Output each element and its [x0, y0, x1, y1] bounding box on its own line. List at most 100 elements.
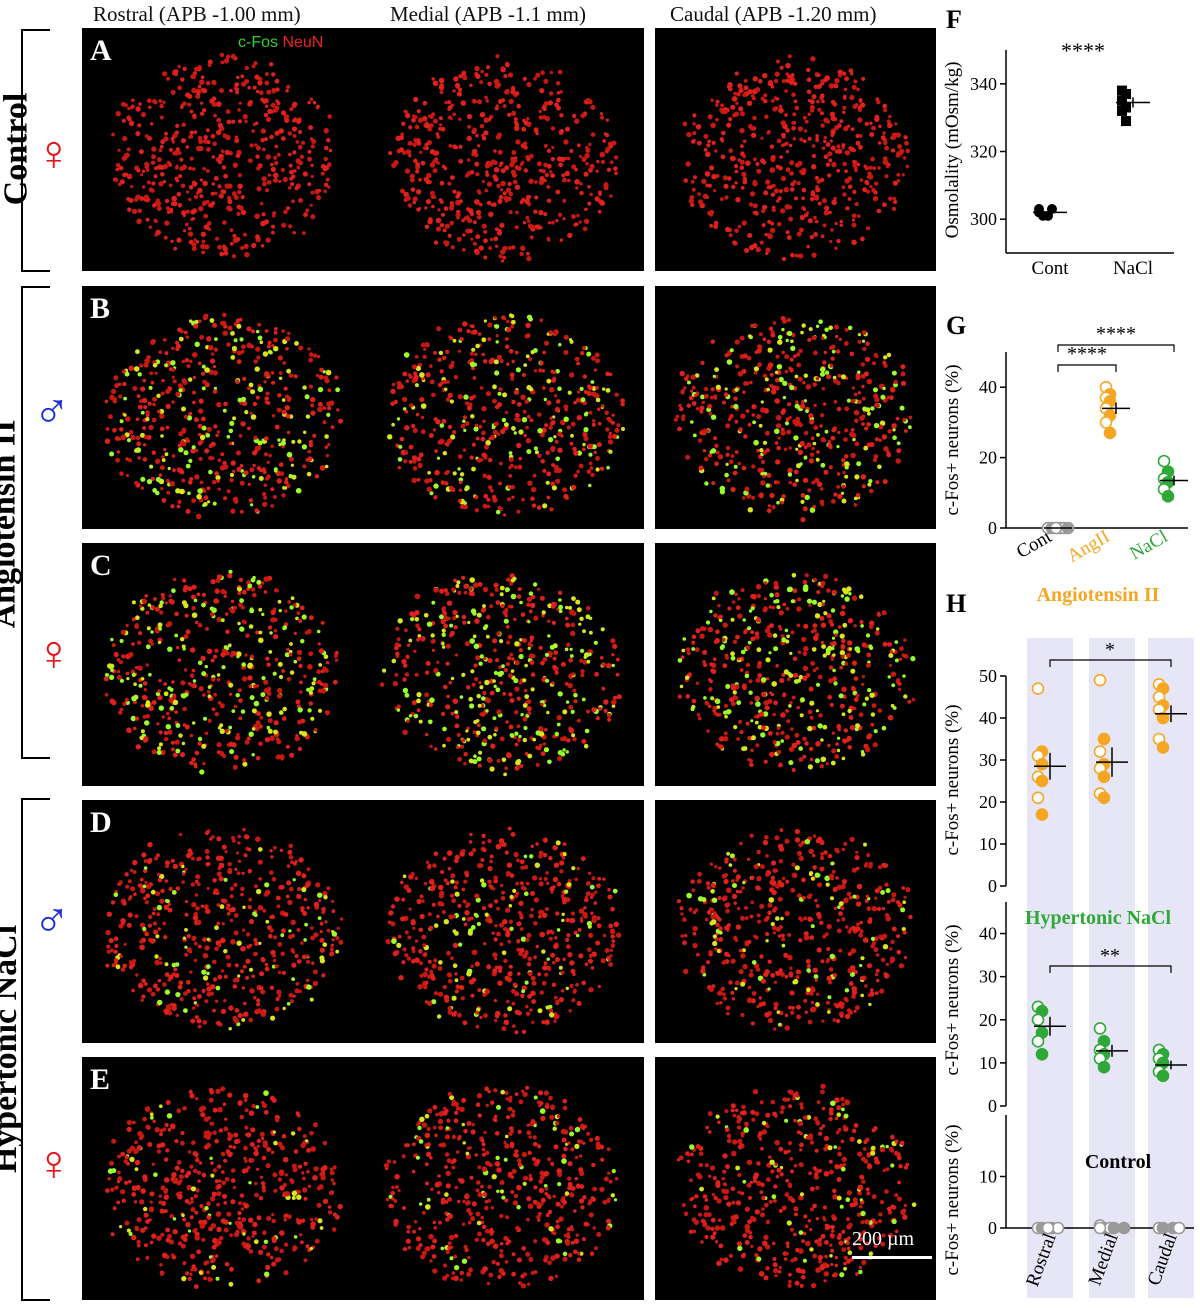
- neun-cell: [216, 678, 221, 682]
- cfos-positive-cell: [236, 651, 242, 657]
- neun-cell: [296, 611, 301, 615]
- neun-cell: [499, 161, 504, 165]
- neun-cell: [862, 187, 867, 193]
- neun-cell: [703, 456, 709, 462]
- neun-cell: [770, 332, 776, 338]
- neun-cell: [778, 104, 783, 109]
- neun-cell: [208, 455, 213, 461]
- neun-cell: [778, 763, 782, 768]
- neun-cell: [156, 206, 162, 211]
- cfos-positive-cell: [497, 391, 502, 396]
- neun-cell: [408, 374, 413, 379]
- neun-cell: [850, 399, 855, 404]
- neun-cell: [255, 836, 261, 842]
- neun-cell: [307, 347, 311, 351]
- neun-cell: [230, 53, 236, 60]
- neun-cell: [516, 509, 521, 514]
- cfos-positive-cell: [391, 422, 395, 427]
- cfos-positive-cell: [581, 697, 586, 702]
- neun-cell: [728, 148, 733, 153]
- neun-cell: [812, 382, 817, 387]
- cfos-positive-cell: [501, 757, 507, 763]
- cfos-positive-cell: [784, 421, 790, 426]
- neun-cell: [431, 204, 435, 209]
- cfos-positive-cell: [502, 392, 508, 398]
- cfos-positive-cell: [131, 600, 136, 605]
- neun-cell: [454, 145, 459, 150]
- neun-cell: [446, 380, 450, 384]
- neun-cell: [127, 207, 132, 212]
- neun-cell: [252, 463, 256, 468]
- cfos-positive-cell: [253, 700, 260, 707]
- neun-cell: [709, 662, 714, 667]
- neun-cell: [743, 434, 748, 439]
- neun-cell: [616, 423, 621, 428]
- neun-cell: [217, 701, 222, 705]
- neun-cell: [265, 72, 269, 76]
- neun-cell: [202, 693, 206, 697]
- neun-cell: [808, 413, 814, 419]
- neun-cell: [541, 427, 547, 433]
- neun-cell: [428, 433, 434, 438]
- neun-cell: [173, 967, 178, 972]
- neun-cell: [739, 127, 745, 134]
- neun-cell: [326, 401, 332, 407]
- neun-cell: [499, 681, 503, 685]
- neun-cell: [287, 849, 293, 855]
- neun-cell: [810, 436, 815, 441]
- neun-cell: [516, 724, 521, 728]
- cfos-positive-cell: [692, 433, 697, 438]
- cfos-positive-cell: [553, 435, 557, 439]
- neun-cell: [182, 66, 187, 72]
- neun-cell: [827, 694, 832, 700]
- neun-cell: [227, 867, 232, 872]
- neun-cell: [822, 438, 826, 443]
- neun-cell: [235, 318, 241, 323]
- neun-cell: [197, 408, 204, 414]
- cfos-positive-cell: [427, 471, 431, 475]
- cfos-positive-cell: [747, 626, 752, 631]
- neun-cell: [514, 412, 520, 418]
- cfos-positive-cell: [880, 394, 886, 400]
- neun-cell: [438, 126, 442, 131]
- cfos-positive-cell: [724, 714, 728, 719]
- neun-cell: [297, 959, 302, 964]
- neun-cell: [256, 684, 260, 688]
- neun-cell: [281, 329, 285, 333]
- neun-cell: [725, 423, 731, 429]
- neun-cell: [454, 653, 459, 657]
- neun-cell: [482, 690, 487, 696]
- neun-cell: [440, 619, 446, 625]
- neun-cell: [184, 724, 190, 730]
- cfos-positive-cell: [830, 608, 836, 613]
- cfos-positive-cell: [430, 633, 435, 638]
- neun-cell: [116, 669, 121, 674]
- neun-cell: [755, 246, 761, 253]
- cfos-positive-cell: [468, 696, 473, 702]
- neun-cell: [493, 422, 498, 427]
- neun-cell: [274, 130, 280, 136]
- neun-cell: [206, 221, 212, 226]
- cfos-positive-cell: [280, 933, 285, 938]
- neun-cell: [493, 149, 497, 153]
- neun-cell: [222, 312, 227, 318]
- neun-cell: [257, 859, 263, 865]
- neun-cell: [150, 605, 155, 610]
- cfos-positive-cell: [888, 653, 894, 658]
- neun-cell: [837, 430, 841, 435]
- neun-cell: [167, 716, 172, 721]
- neun-cell: [466, 405, 472, 411]
- neun-cell: [740, 111, 745, 117]
- neun-cell: [326, 886, 331, 891]
- neun-cell: [566, 738, 571, 743]
- cfos-positive-cell: [485, 440, 491, 446]
- neun-cell: [180, 105, 184, 110]
- cfos-positive-cell: [832, 375, 837, 380]
- neun-cell: [831, 161, 837, 168]
- neun-cell: [125, 457, 129, 461]
- neun-cell: [177, 383, 183, 389]
- neun-cell: [902, 417, 907, 422]
- neun-cell: [719, 197, 724, 202]
- neun-cell: [216, 402, 222, 408]
- neun-cell: [471, 324, 475, 328]
